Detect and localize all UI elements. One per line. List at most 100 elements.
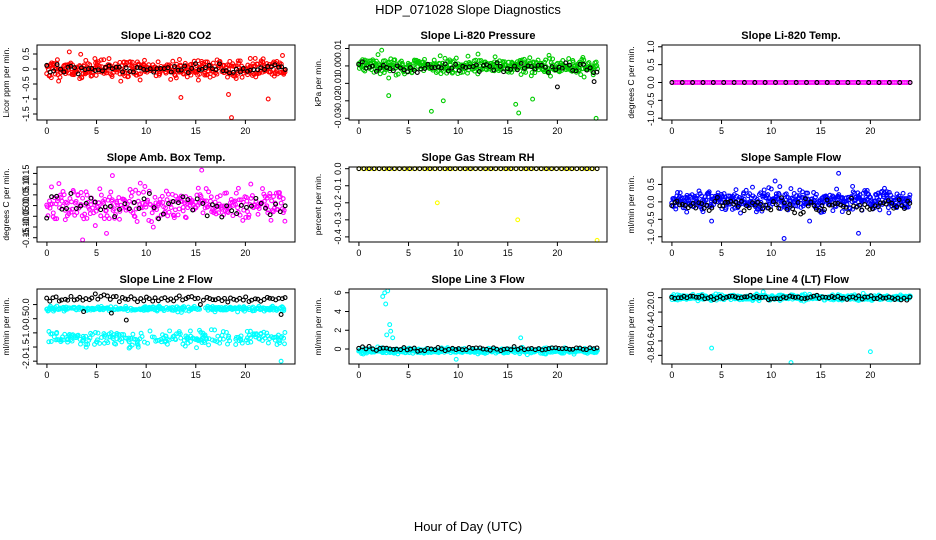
data-point-hourly [194, 196, 200, 202]
y-tick-label: -0.5 [21, 76, 31, 92]
x-tick-label: 15 [503, 248, 513, 258]
panel-title: Slope Line 3 Flow [432, 274, 525, 286]
data-point-all [255, 211, 261, 217]
data-point-all [246, 212, 252, 218]
data-point-hourly [224, 203, 230, 209]
data-point-hourly [790, 206, 796, 212]
data-point-all [142, 184, 148, 189]
data-point-hourly [68, 293, 74, 299]
data-point-hourly [792, 210, 798, 216]
y-axis-label: ml/min per min. [313, 297, 323, 355]
data-point-all [98, 192, 104, 198]
data-point-all [239, 74, 245, 80]
data-point-hourly [141, 196, 147, 202]
data-points [44, 291, 288, 364]
data-point-all [157, 200, 163, 206]
data-point-hourly [553, 67, 559, 73]
data-point-all [875, 190, 881, 196]
data-point-hourly [88, 195, 94, 201]
x-tick-label: 10 [141, 126, 151, 136]
data-point-hourly [760, 206, 766, 212]
data-point-all [282, 218, 288, 224]
data-point-all [214, 71, 220, 77]
y-tick-label: 0.00 [21, 197, 31, 215]
figure-xlabel: Hour of Day (UTC) [414, 519, 522, 534]
data-point-all [173, 193, 179, 199]
data-point-all [550, 56, 556, 62]
data-point-hourly [222, 295, 227, 301]
data-point-all [380, 294, 386, 299]
data-point-hourly [857, 202, 862, 208]
x-tick-label: 0 [44, 126, 49, 136]
data-point-hourly [870, 206, 875, 212]
data-point-hourly [814, 80, 820, 85]
y-tick-label: -0.2 [646, 304, 656, 320]
data-point-hourly [804, 80, 809, 85]
data-point-all [208, 327, 214, 333]
data-point-hourly [113, 64, 119, 70]
data-point-hourly [859, 207, 865, 213]
data-point-all [129, 342, 135, 348]
data-point-hourly [209, 202, 215, 208]
data-point-all [265, 340, 271, 346]
data-point-all [703, 197, 709, 203]
data-point-all [696, 188, 702, 194]
data-point-hourly [397, 65, 403, 71]
data-point-all [125, 74, 131, 79]
data-point-all [435, 68, 441, 74]
panel-6: Slope Sample Flow ml/min per min. 0 5 10 15 20… [626, 152, 921, 258]
x-tick-label: 0 [44, 248, 49, 258]
data-point-all [129, 59, 135, 65]
data-point-all [741, 190, 747, 196]
data-point-hourly [165, 65, 171, 71]
data-point-all [759, 208, 765, 214]
x-tick-label: 20 [865, 370, 875, 380]
data-point-hourly [95, 296, 101, 302]
y-tick-label: -0.02 [333, 91, 343, 112]
y-tick-label: -0.5 [21, 311, 31, 327]
data-point-all [118, 78, 124, 84]
data-point-hourly [875, 204, 881, 210]
data-point-hourly [92, 291, 98, 297]
data-point-hourly [738, 198, 744, 204]
data-point-hourly [732, 294, 738, 300]
data-point-all [226, 333, 232, 339]
data-point-hourly [282, 67, 288, 72]
data-point-all [111, 206, 117, 212]
data-point-hourly [591, 346, 597, 352]
data-point-all [107, 194, 112, 200]
data-point-hourly [223, 68, 229, 74]
data-point-all [247, 56, 253, 61]
data-point-hourly [456, 68, 462, 74]
data-point-hourly [360, 344, 365, 350]
y-tick-label: 0.0 [21, 298, 31, 311]
data-point-hourly [363, 346, 369, 352]
data-point-hourly [59, 206, 65, 212]
data-point-all [224, 190, 229, 196]
x-tick-label: 20 [552, 248, 562, 258]
y-tick-label: -1.0 [646, 229, 656, 245]
data-point-hourly [792, 294, 798, 300]
data-point-hourly [65, 297, 71, 303]
y-tick-label: 0.0 [646, 291, 656, 304]
data-point-hourly [819, 203, 825, 209]
data-point-all [61, 192, 67, 198]
data-point-hourly [113, 294, 119, 299]
data-point-hourly [146, 191, 152, 196]
y-tick-label: -0.5 [646, 212, 656, 228]
data-point-hourly [387, 66, 393, 72]
data-point-all [173, 337, 179, 343]
data-point-all [548, 73, 553, 79]
data-point-all [233, 335, 239, 340]
data-point-hourly [528, 64, 534, 70]
data-point-all [694, 193, 700, 199]
data-point-hourly [567, 62, 572, 68]
data-point-hourly [559, 65, 565, 71]
data-point-hourly [521, 65, 527, 71]
data-point-hourly [377, 65, 383, 71]
y-tick-label: -0.10 [21, 217, 31, 238]
y-axis-label: degrees C per min. [1, 168, 11, 240]
data-point-all [164, 341, 170, 347]
data-point-all [867, 349, 873, 355]
